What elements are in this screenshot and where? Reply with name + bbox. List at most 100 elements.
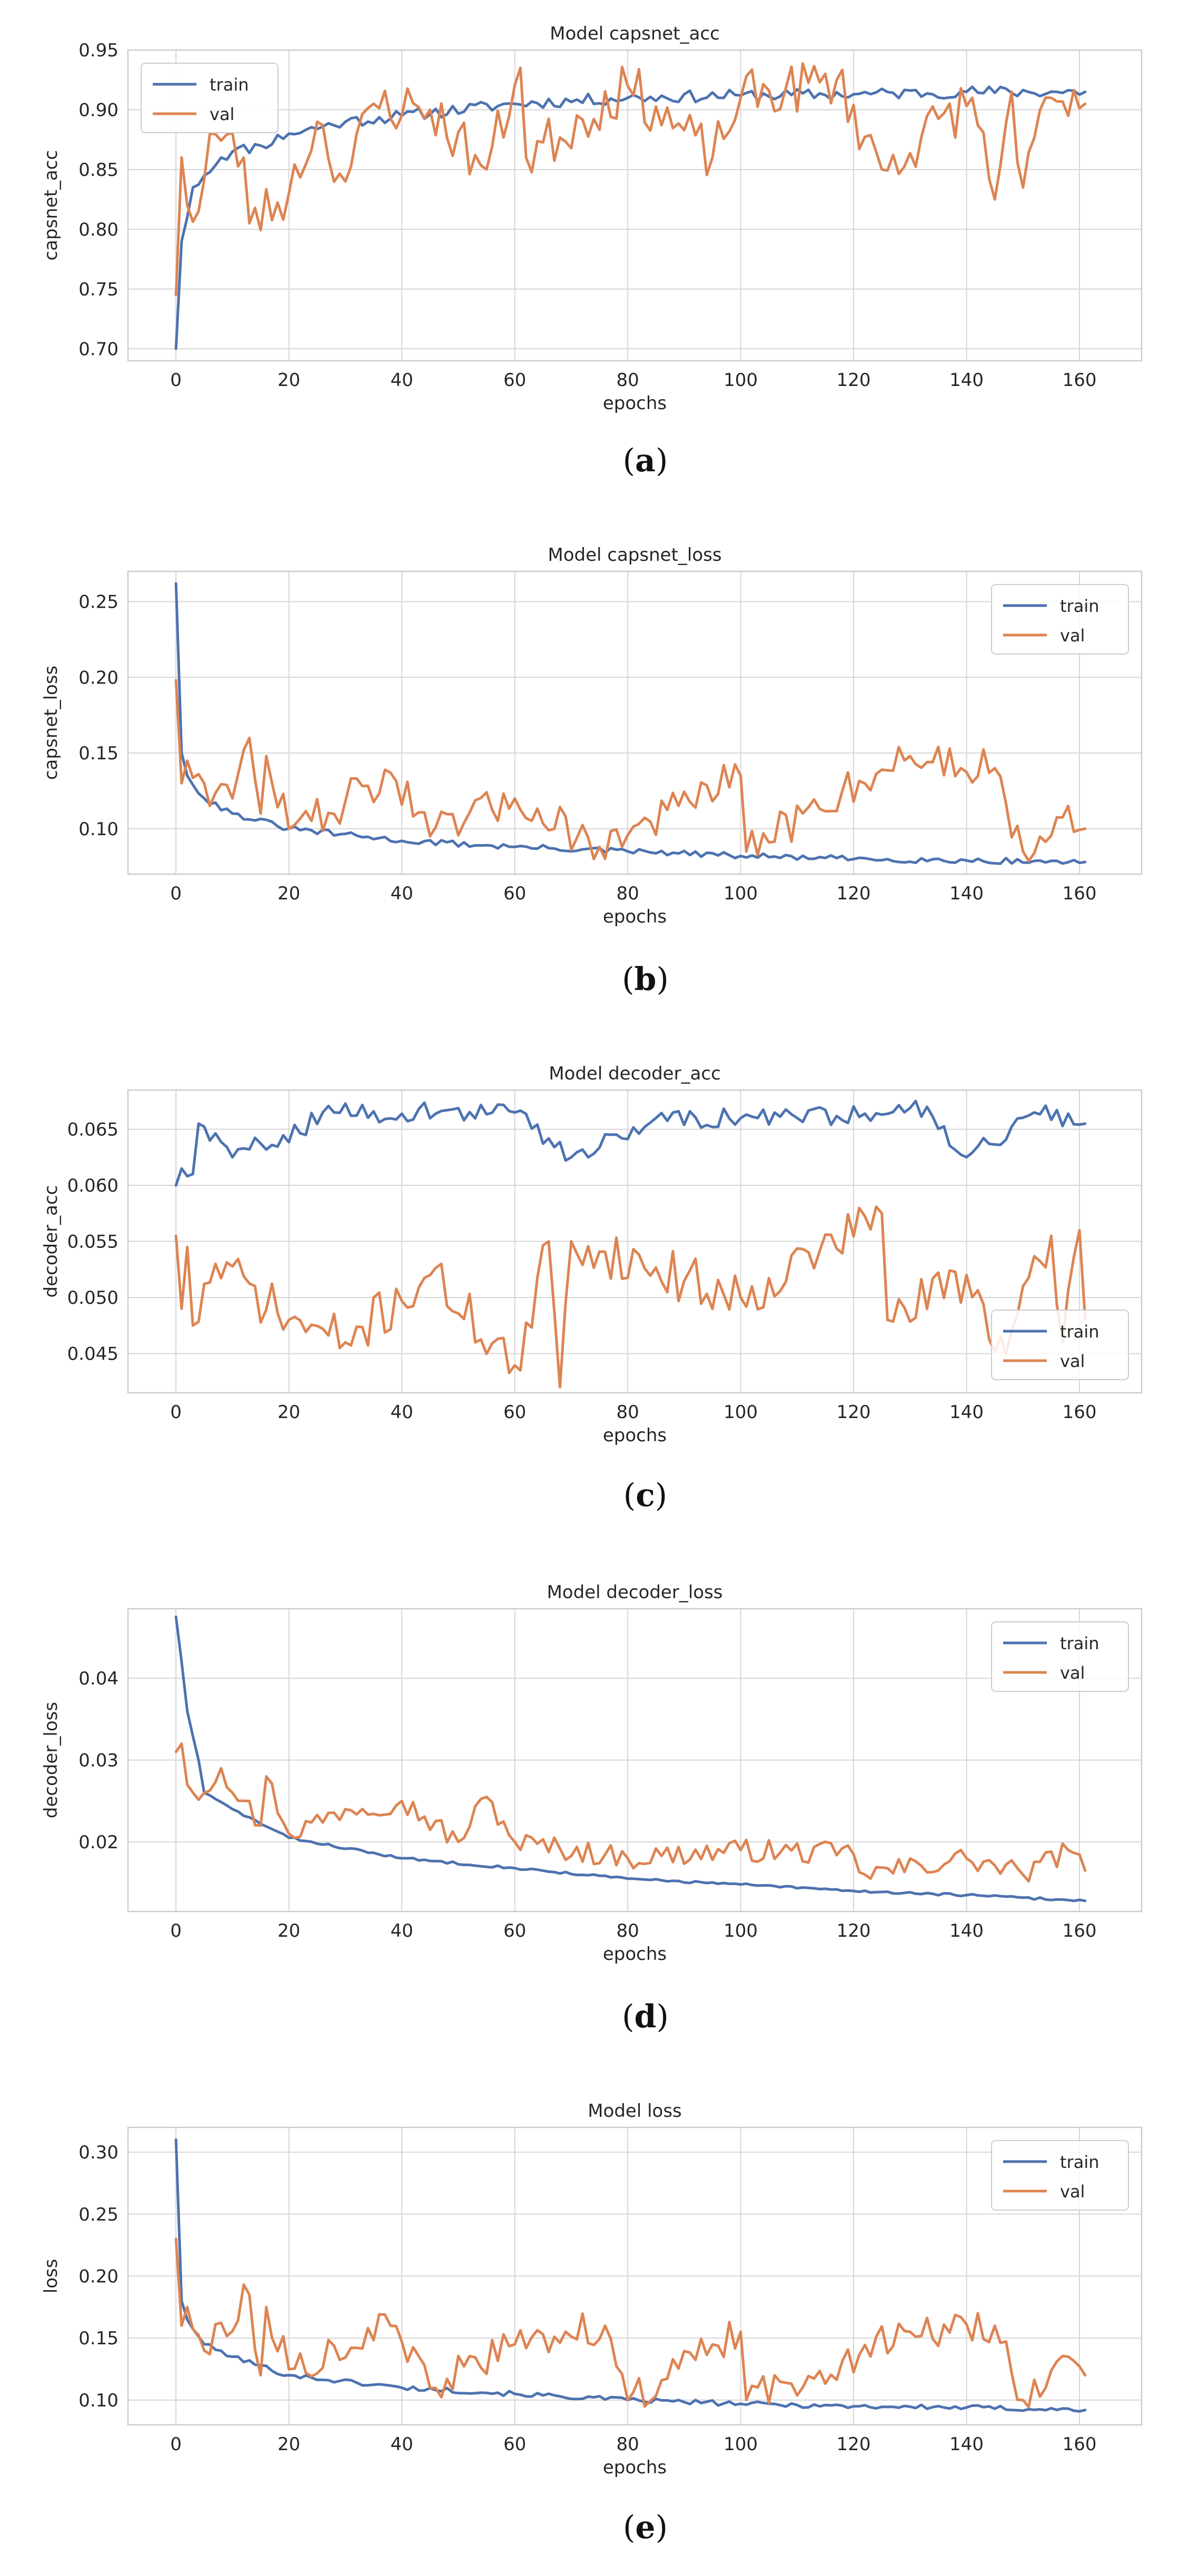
x-axis-label: epochs bbox=[603, 1425, 667, 1446]
chart-title: Model decoder_loss bbox=[547, 1582, 722, 1603]
y-tick-label: 0.80 bbox=[78, 219, 118, 240]
series-line-train bbox=[174, 1616, 1087, 1903]
series-line-val bbox=[174, 1742, 1087, 1883]
x-tick-label: 120 bbox=[837, 2434, 871, 2455]
y-tick-label: 0.055 bbox=[67, 1232, 118, 1253]
y-tick-label: 0.30 bbox=[78, 2142, 118, 2163]
legend-label-val: val bbox=[210, 104, 234, 124]
x-tick-label: 40 bbox=[390, 2434, 413, 2455]
legend: train val bbox=[991, 1310, 1129, 1380]
plot-frame bbox=[127, 570, 1143, 875]
x-tick-label: 140 bbox=[949, 370, 984, 391]
caption: (b) bbox=[622, 961, 669, 998]
x-tick-label: 140 bbox=[949, 1402, 984, 1423]
chart-b: 0 20 40 60 80 100 120 140 160 0.10 0.15 0.20 0.25 Mod… bbox=[41, 544, 1143, 998]
legend: train val bbox=[991, 584, 1129, 655]
series-line-val bbox=[174, 2237, 1087, 2409]
chart-e: 0 20 40 60 80 100 120 140 160 0.10 0.15 0.20 0.25 0.3… bbox=[41, 2101, 1143, 2546]
x-tick-label: 0 bbox=[170, 1402, 182, 1423]
y-tick-label: 0.85 bbox=[78, 160, 118, 181]
x-tick-label: 160 bbox=[1063, 1402, 1097, 1423]
x-tick-label: 20 bbox=[278, 2434, 300, 2455]
plot-frame bbox=[127, 2126, 1143, 2426]
legend-label-train: train bbox=[1060, 1633, 1099, 1653]
x-tick-label: 100 bbox=[724, 883, 758, 904]
y-tick-label: 0.050 bbox=[67, 1287, 118, 1309]
caption: (d) bbox=[622, 1998, 669, 2035]
legend-box bbox=[991, 1621, 1129, 1692]
y-tick-label: 0.10 bbox=[78, 2390, 118, 2411]
x-tick-label: 60 bbox=[503, 1402, 526, 1423]
x-tick-label: 20 bbox=[278, 1402, 300, 1423]
x-tick-label: 120 bbox=[837, 1920, 871, 1941]
legend: train val bbox=[991, 1621, 1129, 1692]
legend-label-train: train bbox=[1060, 1322, 1099, 1342]
x-tick-label: 20 bbox=[278, 370, 300, 391]
x-tick-label: 0 bbox=[170, 1920, 182, 1941]
x-tick-label: 140 bbox=[949, 2434, 984, 2455]
series-line-val bbox=[174, 62, 1087, 296]
legend-label-val: val bbox=[1060, 1351, 1085, 1371]
caption: (a) bbox=[623, 442, 668, 479]
x-tick-label: 0 bbox=[170, 883, 182, 904]
chart-title: Model loss bbox=[588, 2101, 682, 2122]
series-line-train bbox=[174, 85, 1087, 350]
legend-label-train: train bbox=[1060, 2152, 1099, 2172]
y-tick-label: 0.02 bbox=[78, 1832, 118, 1853]
x-tick-label: 160 bbox=[1063, 1920, 1097, 1941]
legend-box bbox=[991, 584, 1129, 655]
y-tick-label: 0.25 bbox=[78, 2204, 118, 2225]
x-tick-label: 60 bbox=[503, 883, 526, 904]
y-tick-label: 0.065 bbox=[67, 1119, 118, 1141]
x-tick-label: 100 bbox=[724, 370, 758, 391]
y-tick-label: 0.70 bbox=[78, 339, 118, 360]
x-tick-label: 40 bbox=[390, 1402, 413, 1423]
plot-frame bbox=[127, 1608, 1143, 1913]
y-axis-label: loss bbox=[41, 2259, 62, 2294]
chart-title: Model capsnet_loss bbox=[548, 544, 721, 566]
x-tick-label: 0 bbox=[170, 370, 182, 391]
legend-label-train: train bbox=[210, 75, 249, 95]
x-axis-label: epochs bbox=[603, 2457, 667, 2478]
series-line-train bbox=[174, 582, 1087, 865]
x-tick-label: 160 bbox=[1063, 883, 1097, 904]
y-axis-label: decoder_loss bbox=[41, 1702, 62, 1818]
x-tick-label: 60 bbox=[503, 2434, 526, 2455]
x-tick-label: 60 bbox=[503, 370, 526, 391]
y-tick-label: 0.25 bbox=[78, 592, 118, 613]
x-tick-label: 80 bbox=[616, 883, 639, 904]
plot-frame bbox=[127, 1089, 1143, 1394]
x-tick-label: 20 bbox=[278, 1920, 300, 1941]
x-tick-label: 80 bbox=[616, 1402, 639, 1423]
legend-box bbox=[141, 63, 279, 133]
chart-d: 0 20 40 60 80 100 120 140 160 0.02 0.03 0.04 Model d… bbox=[41, 1582, 1143, 2035]
legend-label-val: val bbox=[1060, 2182, 1085, 2202]
x-tick-label: 160 bbox=[1063, 2434, 1097, 2455]
y-tick-label: 0.10 bbox=[78, 819, 118, 840]
x-axis-label: epochs bbox=[603, 393, 667, 414]
x-tick-label: 160 bbox=[1063, 370, 1097, 391]
y-tick-label: 0.20 bbox=[78, 2266, 118, 2287]
x-tick-label: 100 bbox=[724, 2434, 758, 2455]
chart-title: Model decoder_acc bbox=[549, 1063, 721, 1084]
x-tick-label: 0 bbox=[170, 2434, 182, 2455]
legend-label-train: train bbox=[1060, 596, 1099, 616]
y-tick-label: 0.04 bbox=[78, 1668, 118, 1689]
y-tick-label: 0.03 bbox=[78, 1750, 118, 1771]
x-tick-label: 60 bbox=[503, 1920, 526, 1941]
plot-frame bbox=[127, 49, 1143, 362]
x-axis-label: epochs bbox=[603, 906, 667, 927]
x-tick-label: 40 bbox=[390, 1920, 413, 1941]
y-axis-label: capsnet_loss bbox=[41, 666, 62, 780]
x-tick-label: 40 bbox=[390, 370, 413, 391]
x-tick-label: 40 bbox=[390, 883, 413, 904]
x-tick-label: 100 bbox=[724, 1920, 758, 1941]
x-axis-label: epochs bbox=[603, 1944, 667, 1965]
legend-label-val: val bbox=[1060, 1663, 1085, 1683]
y-axis-label: capsnet_acc bbox=[41, 150, 62, 261]
y-tick-label: 0.15 bbox=[78, 2328, 118, 2349]
x-tick-label: 80 bbox=[616, 1920, 639, 1941]
y-tick-label: 0.060 bbox=[67, 1175, 118, 1196]
x-tick-label: 120 bbox=[837, 370, 871, 391]
caption: (c) bbox=[623, 1477, 667, 1514]
